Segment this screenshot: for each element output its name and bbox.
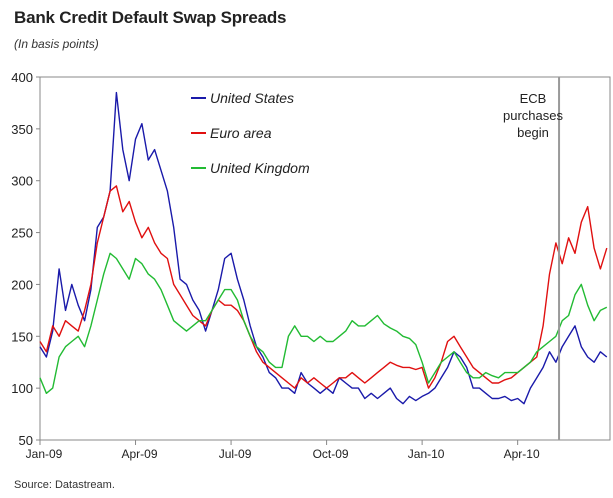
chart-subtitle: (In basis points) [14, 37, 99, 51]
y-tick-label: 200 [11, 277, 33, 292]
legend-label: Euro area [210, 125, 272, 141]
chart-annotation: ECB purchases begin [503, 77, 563, 440]
chart-source: Source: Datastream. [14, 479, 115, 491]
y-tick-label: 400 [11, 70, 33, 85]
chart-legend: United States Euro area United Kingdom [191, 90, 310, 176]
x-tick-label: Jan-09 [26, 447, 63, 461]
x-tick-label: Oct-09 [313, 447, 349, 461]
chart-title: Bank Credit Default Swap Spreads [14, 8, 287, 27]
y-tick-label: 150 [11, 329, 33, 344]
legend-label: United States [210, 90, 294, 106]
x-tick-label: Apr-10 [504, 447, 540, 461]
series-line [39, 185, 608, 389]
series-line [39, 252, 608, 394]
legend-label: United Kingdom [210, 160, 310, 176]
series-line [39, 91, 608, 405]
x-tick-label: Apr-09 [122, 447, 158, 461]
plot-frame [39, 76, 611, 441]
annotation-text: begin [517, 125, 549, 140]
y-tick-label: 300 [11, 174, 33, 189]
y-tick-label: 250 [11, 226, 33, 241]
y-tick-label: 350 [11, 122, 33, 137]
chart-series [39, 91, 608, 405]
x-tick-label: Jul-09 [219, 447, 252, 461]
y-tick-label: 50 [19, 433, 33, 448]
annotation-text: purchases [503, 108, 563, 123]
chart-axes: 50 100 150 200 250 300 350 400 Jan-09 Apr-09 Jul-0… [11, 70, 611, 461]
annotation-text: ECB [520, 91, 547, 106]
y-tick-label: 100 [11, 381, 33, 396]
x-tick-label: Jan-10 [408, 447, 445, 461]
